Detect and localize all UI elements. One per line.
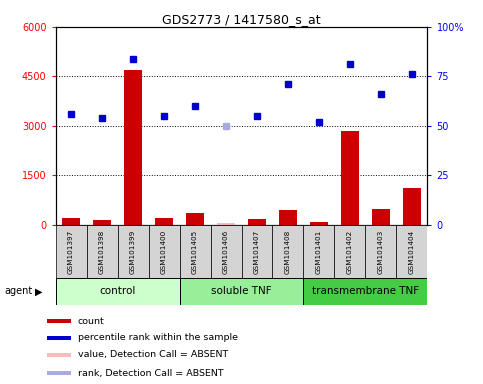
Text: ▶: ▶	[35, 286, 43, 296]
Text: agent: agent	[5, 286, 33, 296]
Bar	[47, 371, 71, 376]
Bar	[211, 225, 242, 278]
Bar	[62, 218, 80, 225]
Bar	[403, 189, 421, 225]
Bar	[303, 225, 334, 278]
Text: GSM101404: GSM101404	[409, 229, 415, 274]
Bar	[86, 225, 117, 278]
Text: GSM101408: GSM101408	[285, 229, 291, 274]
Bar	[397, 225, 427, 278]
Bar	[47, 319, 71, 323]
Bar	[47, 336, 71, 340]
Text: GSM101400: GSM101400	[161, 229, 167, 274]
Bar	[180, 278, 303, 305]
Bar	[366, 225, 397, 278]
Bar	[334, 225, 366, 278]
Bar	[279, 210, 297, 225]
Text: control: control	[99, 286, 136, 296]
Bar	[341, 131, 359, 225]
Bar	[47, 353, 71, 357]
Bar	[217, 223, 235, 225]
Text: value, Detection Call = ABSENT: value, Detection Call = ABSENT	[78, 350, 228, 359]
Bar	[372, 209, 390, 225]
Text: count: count	[78, 316, 104, 326]
Bar	[56, 225, 86, 278]
Bar	[248, 219, 266, 225]
Text: GSM101402: GSM101402	[347, 229, 353, 274]
Bar	[93, 220, 112, 225]
Text: GSM101403: GSM101403	[378, 229, 384, 274]
Text: GSM101399: GSM101399	[130, 229, 136, 274]
Text: GSM101405: GSM101405	[192, 229, 198, 274]
Bar	[117, 225, 149, 278]
Bar	[56, 278, 180, 305]
Bar	[303, 278, 427, 305]
Text: GSM101406: GSM101406	[223, 229, 229, 274]
Bar	[186, 213, 204, 225]
Bar	[242, 225, 272, 278]
Bar	[310, 222, 328, 225]
Text: transmembrane TNF: transmembrane TNF	[312, 286, 419, 296]
Title: GDS2773 / 1417580_s_at: GDS2773 / 1417580_s_at	[162, 13, 321, 26]
Text: percentile rank within the sample: percentile rank within the sample	[78, 333, 238, 343]
Text: soluble TNF: soluble TNF	[211, 286, 272, 296]
Bar	[124, 70, 142, 225]
Text: GSM101398: GSM101398	[99, 229, 105, 274]
Text: rank, Detection Call = ABSENT: rank, Detection Call = ABSENT	[78, 369, 224, 378]
Bar	[155, 218, 173, 225]
Text: GSM101407: GSM101407	[254, 229, 260, 274]
Bar	[149, 225, 180, 278]
Text: GSM101401: GSM101401	[316, 229, 322, 274]
Bar	[272, 225, 303, 278]
Bar	[180, 225, 211, 278]
Text: GSM101397: GSM101397	[68, 229, 74, 274]
